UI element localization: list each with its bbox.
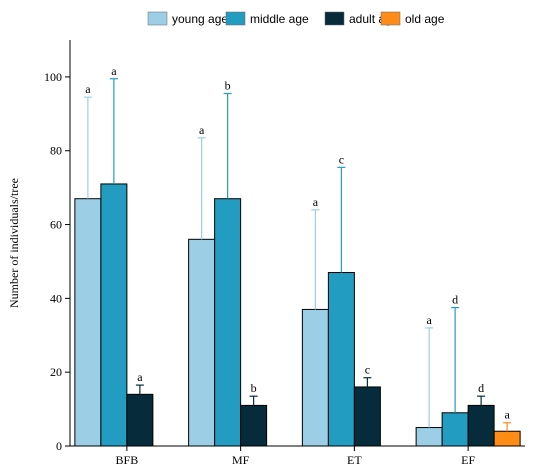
significance-letter: a (313, 195, 319, 209)
bar (74, 198, 102, 447)
legend-label: old age (405, 12, 445, 26)
x-tick-label: ET (347, 453, 362, 465)
bar (353, 386, 381, 447)
y-tick-label: 0 (56, 439, 62, 453)
legend-label: young age (172, 12, 228, 26)
significance-letter: a (504, 408, 510, 422)
bar (214, 198, 242, 447)
significance-letter: d (452, 293, 458, 307)
x-tick-label: EF (461, 453, 475, 465)
y-tick-label: 20 (50, 365, 62, 379)
significance-letter: a (199, 123, 205, 137)
legend-label: middle age (250, 12, 309, 26)
y-tick-label: 100 (44, 70, 62, 84)
bar (441, 412, 469, 447)
bar (301, 308, 329, 447)
bar (467, 404, 495, 447)
significance-letter: b (225, 79, 231, 93)
legend-swatch (225, 11, 246, 26)
significance-letter: a (426, 313, 432, 327)
y-tick-label: 60 (50, 218, 62, 232)
legend-swatch (380, 11, 401, 26)
significance-letter: c (339, 152, 344, 166)
y-tick-label: 40 (50, 291, 62, 305)
y-axis: 0 20 40 60 80 100 (44, 40, 71, 453)
significance-letter: d (478, 381, 484, 395)
legend-swatch (147, 11, 168, 26)
x-tick-label: MF (232, 453, 250, 465)
bar (240, 404, 268, 447)
significance-letter: a (137, 370, 143, 384)
x-axis: BFB MF ET EF (70, 445, 525, 467)
legend-swatch (324, 11, 345, 26)
bar (126, 393, 154, 447)
bar (100, 183, 128, 447)
bar (493, 430, 521, 447)
x-tick-label: BFB (116, 453, 139, 465)
bar (188, 238, 216, 447)
bar (415, 427, 443, 447)
significance-letter: b (251, 381, 257, 395)
significance-letter: a (85, 82, 91, 96)
legend: young age middle age adult age old age (147, 11, 445, 26)
y-axis-label: Number of individuals/tree (7, 178, 21, 308)
bar (327, 272, 355, 447)
significance-letter: c (365, 363, 370, 377)
y-tick-label: 80 (50, 144, 62, 158)
significance-letter: a (111, 64, 117, 78)
bars: a a a a b b a c c a d d a (74, 64, 521, 447)
